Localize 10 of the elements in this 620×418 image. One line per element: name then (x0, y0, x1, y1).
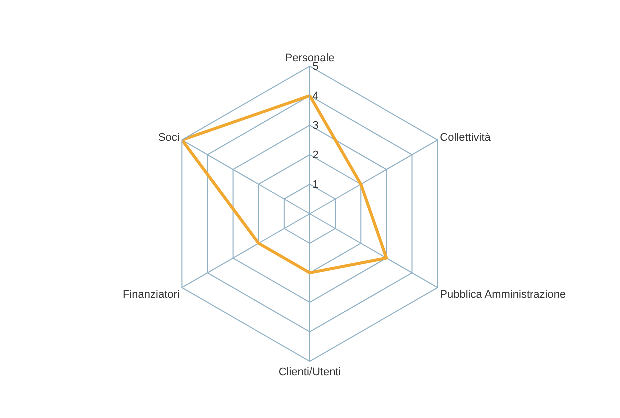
y-tick-label: 5 (312, 60, 319, 73)
y-tick-label: 3 (312, 120, 319, 132)
spoke-label: Soci (158, 132, 180, 144)
y-tick-label: 4 (312, 90, 319, 102)
y-tick-label: 2 (312, 150, 319, 162)
spoke-label: Clienti/Utenti (278, 366, 342, 378)
y-tick-label: 1 (312, 179, 319, 192)
spoke-label: Collettività (440, 132, 492, 144)
spoke-label: Pubblica Amministrazione (440, 288, 566, 301)
spoke-label: Finanziatori (122, 288, 180, 301)
